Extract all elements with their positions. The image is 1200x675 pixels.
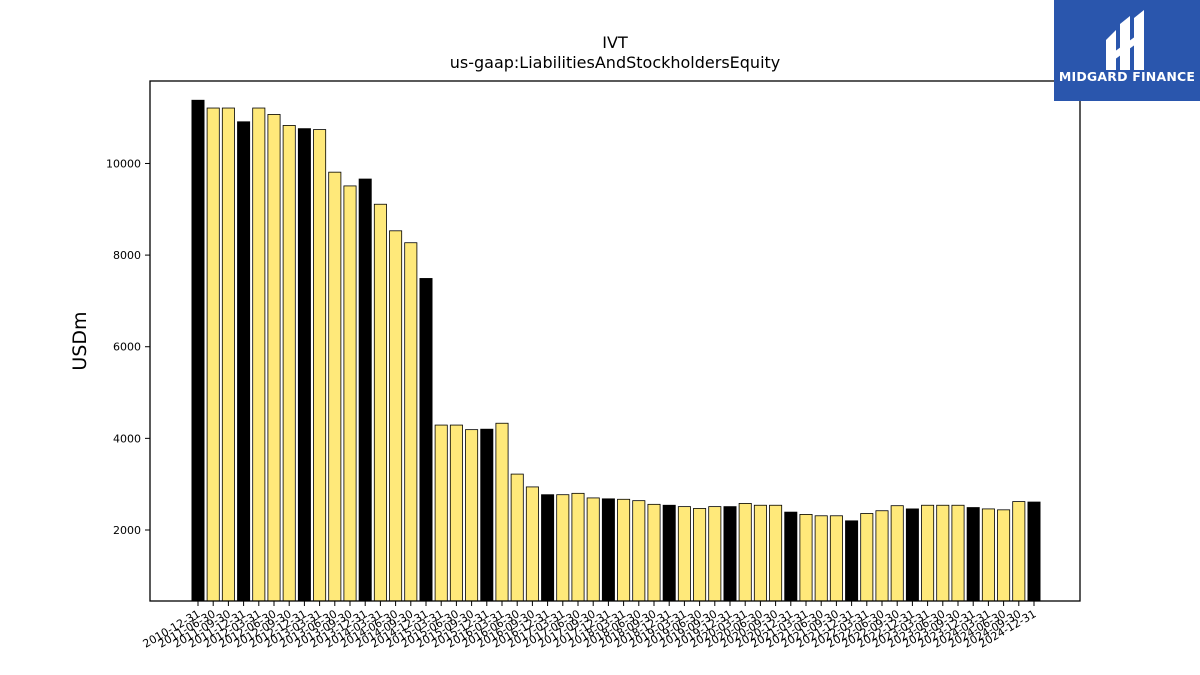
chart-subtitle: us-gaap:LiabilitiesAndStockholdersEquity <box>450 53 781 72</box>
bar-2014-06-30 <box>389 230 403 602</box>
bar-2018-06-30 <box>632 500 646 602</box>
y-tick-label: 6000 <box>113 341 141 354</box>
midgard-mh-monogram-icon <box>1106 10 1144 70</box>
bar-2016-09-30 <box>525 486 539 602</box>
bar-2022-09-30 <box>890 505 904 602</box>
bar-2012-03-31 <box>252 107 266 602</box>
bar-2014-12-31 <box>419 278 433 602</box>
bar-2024-12-31 <box>1027 501 1041 602</box>
bar-2020-09-30 <box>769 504 783 602</box>
bar-2023-09-30 <box>951 504 965 602</box>
bar-2011-12-31 <box>237 121 251 602</box>
bar-2011-09-30 <box>221 107 235 602</box>
bar-2012-09-30 <box>282 125 296 602</box>
y-ticks-group: 2000 4000 6000 8000 10000 <box>106 157 150 537</box>
plot-frame <box>149 80 1081 602</box>
y-tick-label: 2000 <box>113 524 141 537</box>
bar-2024-09-30 <box>1012 501 1026 602</box>
bar-2011-06-30 <box>206 107 220 602</box>
y-tick-label: 4000 <box>113 432 141 445</box>
bar-2012-12-31 <box>297 128 311 602</box>
bar-2021-06-30 <box>814 515 828 602</box>
bar-2021-09-30 <box>829 515 843 602</box>
bar-2015-09-30 <box>465 429 479 602</box>
bar-2015-03-31 <box>434 424 448 602</box>
bar-2022-06-30 <box>875 510 889 602</box>
y-tick-label: 8000 <box>113 249 141 262</box>
bar-2010-12-31 <box>191 99 205 602</box>
bar-2024-06-30 <box>997 509 1011 602</box>
bar-2020-12-31 <box>784 511 798 602</box>
bar-2019-06-30 <box>693 508 707 602</box>
bar-2023-12-31 <box>966 507 980 602</box>
bar-2016-03-31 <box>495 422 509 602</box>
bar-2018-12-31 <box>662 504 676 602</box>
bar-2021-12-31 <box>845 520 859 602</box>
chart-title: IVT <box>602 33 628 52</box>
bar-2013-03-31 <box>313 129 327 602</box>
bar-2014-03-31 <box>373 203 387 602</box>
bar-2013-12-31 <box>358 178 372 602</box>
bar-2021-03-31 <box>799 514 813 602</box>
bar-2017-03-31 <box>556 494 570 602</box>
bar-2017-12-31 <box>601 498 615 602</box>
y-tick-label: 10000 <box>106 157 141 170</box>
bar-2019-12-31 <box>723 506 737 602</box>
bar-2015-12-31 <box>480 428 494 602</box>
bar-2020-03-31 <box>738 503 752 602</box>
x-ticks-group: 2010-12-312011-06-302011-09-302011-12-31… <box>141 601 1039 651</box>
bar-2019-09-30 <box>708 506 722 602</box>
bar-2016-06-30 <box>510 473 524 602</box>
bar-2015-06-30 <box>449 424 463 602</box>
bar-2020-06-30 <box>753 504 767 602</box>
bars-group <box>191 99 1041 602</box>
bar-2012-06-30 <box>267 114 281 602</box>
bar-2013-06-30 <box>328 171 342 602</box>
bar-2017-09-30 <box>586 497 600 602</box>
bar-2023-06-30 <box>936 504 950 602</box>
bar-2017-06-30 <box>571 492 585 602</box>
bar-2016-12-31 <box>541 494 555 602</box>
bar-2022-12-31 <box>905 508 919 602</box>
bar-2019-03-31 <box>677 506 691 602</box>
brand-name: MIDGARD FINANCE <box>1059 69 1195 84</box>
brand-logo: MIDGARD FINANCE <box>1054 0 1200 101</box>
y-axis-label: USDm <box>69 311 91 370</box>
bar-2013-09-30 <box>343 185 357 602</box>
bar-2018-03-31 <box>617 498 631 602</box>
bar-2024-03-31 <box>981 508 995 602</box>
bar-2014-09-30 <box>404 242 418 602</box>
bar-2022-03-31 <box>860 513 874 602</box>
bar-2018-09-30 <box>647 503 661 602</box>
bar-2023-03-31 <box>921 504 935 602</box>
